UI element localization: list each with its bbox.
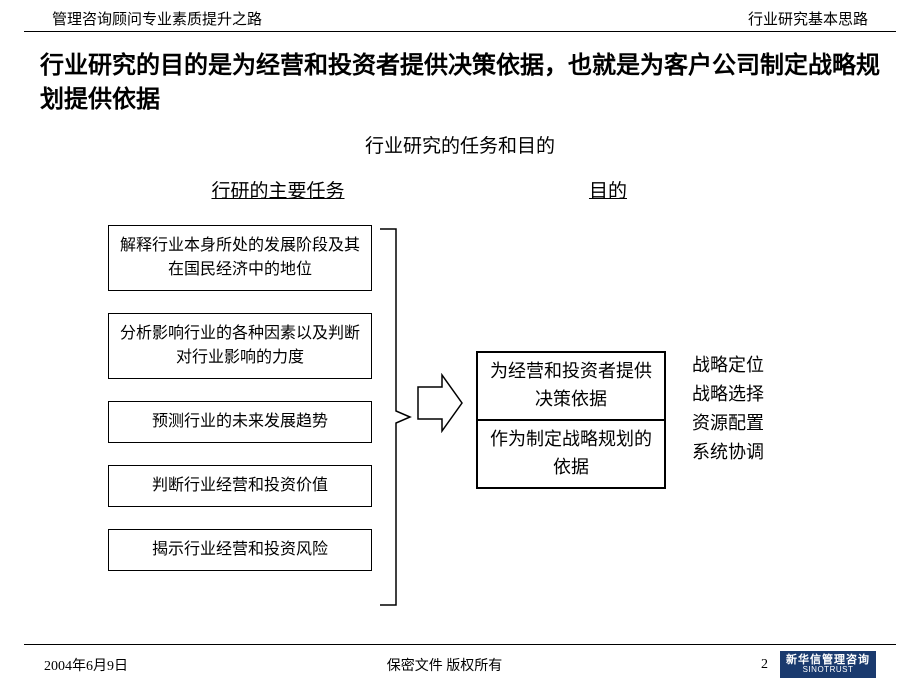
task-box: 解释行业本身所处的发展阶段及其在国民经济中的地位	[108, 225, 372, 291]
goal-cell: 为经营和投资者提供决策依据	[478, 353, 664, 421]
logo-text-en: SINOTRUST	[786, 666, 870, 675]
strategy-item: 系统协调	[692, 438, 764, 467]
diagram-content: 解释行业本身所处的发展阶段及其在国民经济中的地位 分析影响行业的各种因素以及判断…	[0, 203, 920, 633]
strategy-item: 战略选择	[692, 380, 764, 409]
page-footer: 2004年6月9日 保密文件 版权所有 2 新华信管理咨询 SINOTRUST	[0, 644, 920, 678]
task-box: 判断行业经营和投资价值	[108, 465, 372, 507]
arrow-right-icon	[416, 373, 464, 433]
bracket-icon	[378, 227, 412, 607]
footer-confidential: 保密文件 版权所有	[128, 655, 761, 675]
page-header: 管理咨询顾问专业素质提升之路 行业研究基本思路	[24, 0, 896, 32]
task-box: 预测行业的未来发展趋势	[108, 401, 372, 443]
tasks-column: 解释行业本身所处的发展阶段及其在国民经济中的地位 分析影响行业的各种因素以及判断…	[108, 225, 372, 593]
header-left: 管理咨询顾问专业素质提升之路	[52, 8, 262, 29]
header-right: 行业研究基本思路	[748, 8, 868, 29]
logo-sinotrust: 新华信管理咨询 SINOTRUST	[780, 651, 876, 678]
footer-divider	[24, 644, 896, 645]
footer-date: 2004年6月9日	[44, 655, 128, 675]
columns-header: 行研的主要任务 目的	[0, 176, 920, 203]
strategies-list: 战略定位 战略选择 资源配置 系统协调	[692, 351, 764, 466]
strategy-item: 战略定位	[692, 351, 764, 380]
strategy-item: 资源配置	[692, 409, 764, 438]
column-heading-goals: 目的	[548, 176, 668, 203]
page-title: 行业研究的目的是为经营和投资者提供决策依据，也就是为客户公司制定战略规划提供依据	[0, 32, 920, 125]
footer-page-number: 2	[761, 657, 768, 673]
subtitle: 行业研究的任务和目的	[0, 131, 920, 158]
goals-box: 为经营和投资者提供决策依据 作为制定战略规划的依据	[476, 351, 666, 489]
task-box: 揭示行业经营和投资风险	[108, 529, 372, 571]
task-box: 分析影响行业的各种因素以及判断对行业影响的力度	[108, 313, 372, 379]
column-heading-tasks: 行研的主要任务	[128, 176, 428, 203]
goal-cell: 作为制定战略规划的依据	[478, 421, 664, 487]
